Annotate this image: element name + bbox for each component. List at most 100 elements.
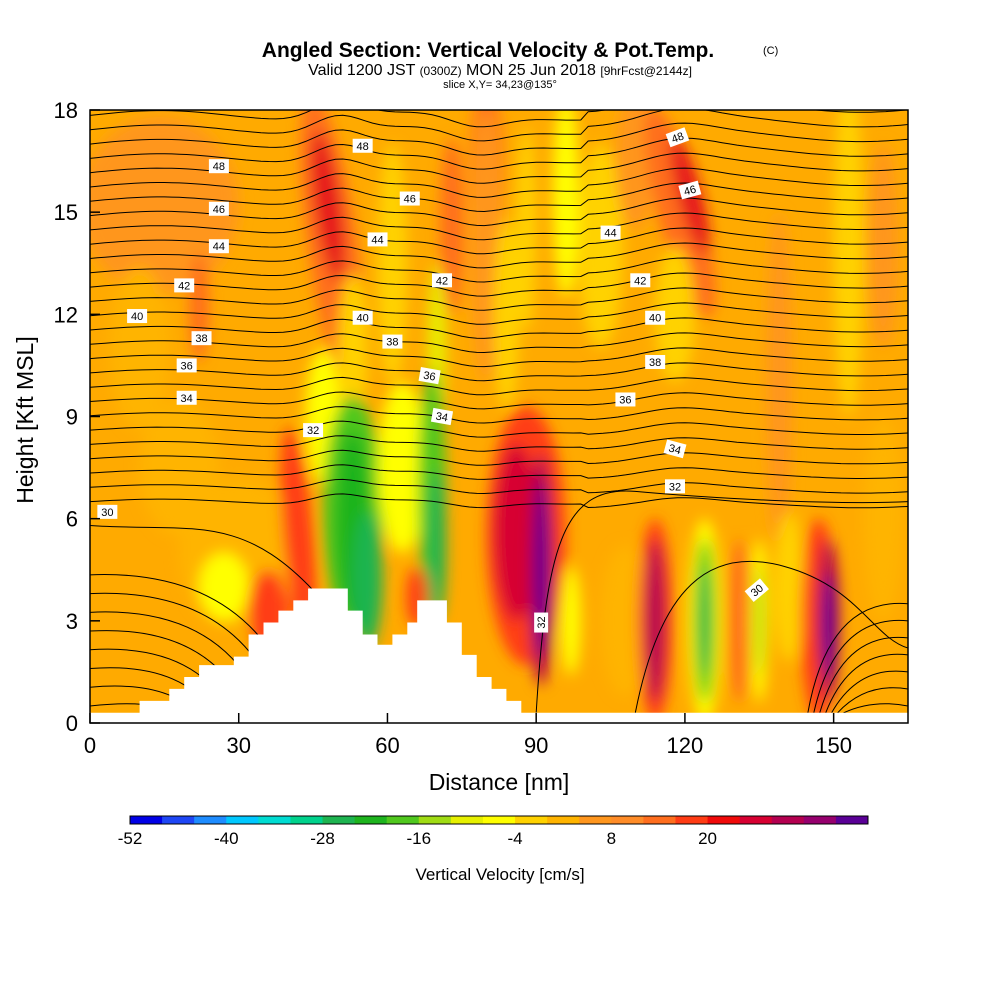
contour-label: 36: [176, 358, 197, 373]
isentrope-line: [825, 653, 908, 713]
valid-prefix: Valid 1200 JST: [308, 62, 416, 79]
contour-label-box: [303, 423, 324, 438]
isentrope-line: [819, 636, 908, 713]
contour-label: 34: [663, 439, 687, 459]
contour-label-text: 40: [131, 311, 143, 323]
isentrope-line: [634, 560, 908, 713]
isentrope-line: [90, 212, 908, 241]
y-tick-label: 15: [54, 200, 78, 225]
contour-label-box: [664, 479, 685, 494]
velocity-region: [516, 127, 537, 332]
colorbar-tick-label: -52: [118, 829, 143, 848]
contour-label-box: [418, 367, 441, 385]
contour-label-box: [176, 390, 197, 405]
velocity-region: [428, 470, 446, 621]
terrain: [90, 588, 908, 723]
contour-label-text: 46: [213, 204, 225, 216]
velocity-region: [553, 110, 579, 298]
contour-label: 44: [208, 239, 229, 254]
colorbar-swatch: [290, 816, 324, 824]
valid-date: MON 25 Jun 2018: [466, 62, 596, 79]
contour-label-box: [208, 201, 229, 216]
colorbar-swatch: [579, 816, 612, 824]
velocity-region: [729, 539, 750, 703]
y-axis-ticks: 0 3 6 9 12 15 18: [54, 98, 100, 736]
x-axis-label: Distance [nm]: [429, 769, 570, 795]
isentrope-line: [90, 435, 908, 452]
valid-utc: (0300Z): [420, 64, 462, 78]
x-tick-label: 120: [667, 733, 704, 758]
velocity-region: [868, 144, 899, 349]
velocity-region: [90, 116, 239, 294]
colorbar-swatch: [258, 816, 291, 824]
isentrope-line: [90, 272, 908, 297]
isentrope-line: [90, 376, 908, 396]
y-tick-label: 12: [54, 302, 78, 327]
isentrope-line: [90, 137, 908, 170]
colorbar-swatch: [386, 816, 420, 824]
velocity-region: [280, 427, 316, 645]
isentrope-line: [90, 317, 908, 339]
contour-label-text: 38: [649, 357, 661, 369]
colorbar-swatch: [707, 816, 741, 824]
colorbar-tick-label: -4: [507, 829, 522, 848]
contour-label-box: [97, 504, 118, 519]
velocity-region: [863, 416, 904, 621]
velocity-region: [109, 266, 170, 431]
contour-label: 36: [418, 367, 441, 385]
colorbar-swatch: [739, 816, 773, 824]
isentrope-line: [90, 420, 908, 438]
colorbar-swatch: [611, 816, 644, 824]
colorbar-swatch: [322, 816, 356, 824]
isentrope-line: [90, 391, 908, 410]
velocity-region: [699, 566, 710, 676]
colorbar-swatch: [515, 816, 548, 824]
contour-label-box: [352, 310, 373, 325]
contour-label-box: [431, 273, 452, 288]
velocity-region: [578, 144, 623, 349]
x-tick-label: 60: [375, 733, 399, 758]
contour-label: 32: [303, 423, 324, 438]
contour-label: 34: [176, 390, 197, 405]
plot-area: 48 46 44 42 40 38 36 34 32 30 48 46 44 42 40 38 36 34 32 48…: [90, 110, 908, 723]
contour-label-box: [382, 334, 403, 349]
contour-label-text: 32: [669, 481, 681, 493]
y-axis-label: Height [Kft MSL]: [12, 336, 38, 503]
isentrope-line: [90, 257, 908, 283]
isentrope-line: [90, 242, 908, 269]
velocity-region: [833, 110, 864, 417]
velocity-region: [766, 212, 792, 553]
contour-label: 36: [615, 392, 636, 407]
contour-label-box: [645, 310, 666, 325]
slice-info: slice X,Y= 34,23@135°: [443, 79, 557, 91]
x-tick-label: 0: [84, 733, 96, 758]
velocity-region: [377, 382, 428, 553]
colorbar-swatch: [226, 816, 259, 824]
velocity-region: [311, 131, 345, 280]
chart-title-mark: (C): [763, 45, 778, 57]
x-tick-label: 30: [226, 733, 250, 758]
isentrope-line: [90, 406, 908, 424]
isentrope-line: [807, 602, 908, 713]
contour-label-box: [630, 273, 651, 288]
contour-label-text: 46: [404, 194, 416, 206]
colorbar: [129, 815, 869, 825]
colorbar-swatch: [162, 816, 195, 824]
contour-label-text: 46: [683, 184, 698, 199]
contour-label: 40: [645, 310, 666, 325]
contour-label-box: [600, 225, 621, 240]
contour-label: 48: [665, 127, 690, 148]
velocity-region: [494, 443, 539, 621]
velocity-region: [774, 511, 804, 662]
contour-label: 46: [208, 201, 229, 216]
isentrope-line: [90, 362, 908, 382]
contour-label-box: [208, 239, 229, 254]
contour-label-text: 44: [604, 228, 616, 240]
contour-label: 42: [174, 278, 195, 293]
contour-labels: 48 46 44 42 40 38 36 34 32 30 48 46 44 42 40 38 36 34 32 48…: [97, 127, 769, 633]
contour-label-text: 40: [649, 313, 661, 325]
contour-label: 48: [208, 159, 229, 174]
contour-label-box: [678, 180, 702, 200]
contour-label: 30: [97, 504, 118, 519]
